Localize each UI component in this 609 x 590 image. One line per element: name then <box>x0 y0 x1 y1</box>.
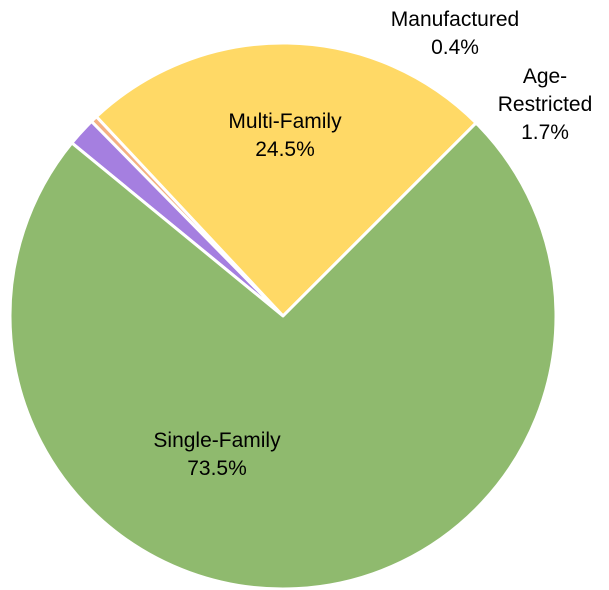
pie-slice-single-family <box>8 121 558 590</box>
pie-label-age-restricted: Age-Restricted 1.7% <box>498 65 593 144</box>
pie-label-manufactured: Manufactured 0.4% <box>391 8 519 59</box>
pie-label-single-family: Single-Family 73.5% <box>153 429 281 480</box>
pie-labels: Multi-Family 24.5% Manufactured 0.4% Age-Res… <box>153 8 592 480</box>
pie-slices <box>8 41 558 590</box>
pie-slice-multi-family <box>94 41 478 318</box>
pie-label-multi-family: Multi-Family 24.5% <box>228 110 342 161</box>
